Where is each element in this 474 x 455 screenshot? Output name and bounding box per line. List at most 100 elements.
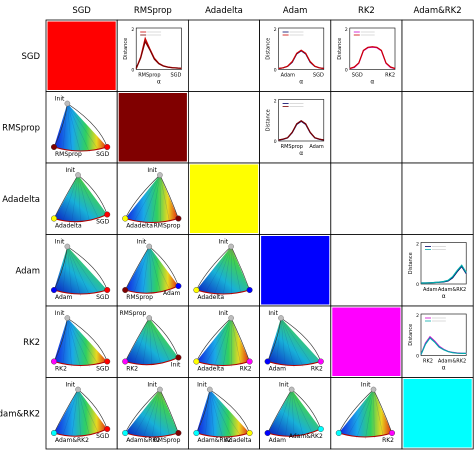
mesh-line (291, 389, 295, 438)
trajectory-b (230, 317, 250, 362)
trajectory-b (230, 246, 250, 291)
mesh-line (149, 246, 152, 295)
endpoint-b (317, 358, 324, 365)
mesh-line (67, 317, 81, 368)
distance-series-line (349, 46, 396, 70)
endpoint-b (104, 426, 111, 433)
endpoint-b-label: Adam&RK2 (289, 433, 323, 440)
mesh-line (159, 174, 170, 222)
ytick-label: 2 (416, 313, 419, 319)
mesh-line (67, 103, 90, 153)
xtick-label: Adam&RK2 (438, 359, 466, 365)
mesh-line (77, 389, 81, 438)
mesh-line (62, 103, 68, 151)
grid-cell (401, 91, 474, 164)
trajectory-a (124, 174, 161, 219)
endpoint-b-label: SGD (96, 433, 109, 440)
distance-series-line (278, 119, 324, 141)
mesh-line (276, 389, 292, 436)
mesh-line (149, 317, 152, 366)
xtick-label: RK2 (385, 73, 395, 79)
column-header-adam: Adam (283, 6, 308, 16)
interpolation-path (338, 432, 393, 438)
init-label: RMSprop (119, 310, 146, 317)
init-label: Init (147, 382, 157, 389)
init-point (64, 100, 71, 107)
loss-surface (267, 318, 321, 366)
column-header-rmsprop: RMSprop (134, 6, 172, 16)
mesh-line (205, 317, 232, 365)
mesh-line (67, 317, 72, 367)
mesh-line (77, 174, 99, 219)
endpoint-b-label: SGD (96, 294, 109, 301)
init-point (146, 315, 153, 321)
endpoint-a (122, 430, 129, 437)
diagonal-block-sgd (47, 21, 116, 90)
mesh-line (230, 246, 241, 294)
mesh-line (365, 389, 374, 440)
mesh-line (67, 103, 72, 153)
x-axis-label: α (299, 79, 303, 86)
row-header-adam: Adam (15, 266, 40, 276)
ytick-label: 2 (274, 99, 277, 105)
endpoint-b (104, 287, 111, 294)
xtick-label: RK2 (423, 359, 433, 365)
init-point (228, 243, 234, 250)
mesh-line (62, 246, 68, 294)
endpoint-b-label: Init (171, 362, 181, 369)
init-label: Init (65, 167, 75, 174)
init-point (278, 315, 284, 321)
trajectory-a (53, 389, 79, 434)
mesh-line (67, 246, 90, 296)
mesh-line (67, 317, 99, 365)
interpolation-path (125, 218, 179, 223)
plot-axes (420, 242, 467, 285)
init-label: Init (361, 382, 371, 389)
interpolation-path (125, 285, 179, 294)
mesh-line (214, 317, 232, 367)
endpoint-b-label: RK2 (240, 366, 252, 373)
endpoint-b (175, 430, 182, 437)
interpolation-path (53, 361, 108, 366)
xtick-label: SGD (313, 73, 324, 79)
endpoint-b-label: RMSprop (154, 223, 181, 230)
column-header-adadelta: Adadelta (205, 6, 243, 16)
landscape-plot-adam-rmsprop: Init RMSprop Adam (122, 239, 182, 301)
mesh-line (159, 389, 170, 437)
mesh-line (142, 317, 150, 366)
interpolation-path (53, 289, 108, 295)
init-label: Init (55, 239, 65, 246)
endpoint-a-label: Adam (55, 294, 72, 301)
landscape-plot-rmsprop-sgd: Init RMSprop SGD (51, 96, 111, 158)
loss-surface (54, 175, 108, 222)
mesh-line (67, 246, 99, 294)
endpoint-b-label: RK2 (382, 437, 394, 444)
landscape-plot-adam-and-rk2-rk2: Init RK2 (335, 382, 396, 444)
landscape-plot-adam-sgd: Init Adam SGD (51, 239, 111, 301)
x-axis-label: α (442, 293, 446, 300)
trajectory-a (267, 389, 292, 434)
mesh-line (77, 389, 99, 433)
grid-cell (330, 91, 403, 164)
loss-surface (125, 318, 179, 365)
mesh-line (142, 389, 161, 439)
endpoint-b (175, 215, 182, 222)
endpoint-a-label: RMSprop (55, 151, 82, 158)
endpoint-b-label: Adadelta (225, 437, 252, 444)
init-point (64, 315, 71, 321)
endpoint-b (104, 143, 111, 150)
trajectory-a (124, 317, 150, 362)
endpoint-a (193, 287, 200, 294)
y-axis-label: Distance (408, 252, 414, 274)
xtick-label: RMSprop (281, 144, 303, 150)
interpolation-path (53, 146, 108, 152)
grid-cell (330, 162, 403, 235)
init-label: Init (219, 239, 229, 246)
mesh-line (280, 317, 304, 367)
mesh-line (133, 317, 150, 364)
ytick-label: 2 (131, 27, 134, 33)
trajectory-b (149, 317, 179, 358)
